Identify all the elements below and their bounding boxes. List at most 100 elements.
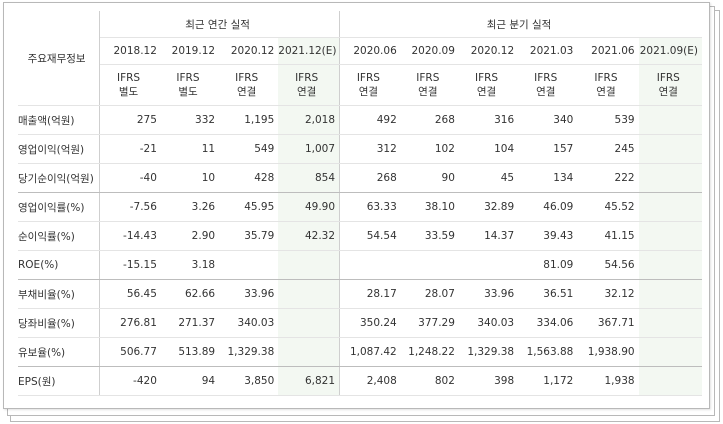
table-row: 영업이익(억원) -21 11 549 1,007 312 102 104 157 245 — [18, 134, 702, 164]
period-header: 2021.03 — [518, 37, 578, 65]
accounting-standard-header: IFRS 연결 — [339, 64, 401, 106]
value-cell: 54.56 — [577, 250, 639, 280]
period-header: 2020.06 — [339, 37, 401, 65]
value-cell: 340 — [518, 105, 578, 135]
value-cell: 3,850 — [219, 366, 279, 396]
value-cell: 32.12 — [577, 279, 639, 309]
value-cell — [400, 250, 459, 280]
row-label: 유보율(%) — [18, 337, 101, 367]
value-cell: 802 — [400, 366, 459, 396]
value-cell: 11 — [160, 134, 220, 164]
value-cell — [638, 105, 702, 135]
accounting-standard-header: IFRS 연결 — [577, 64, 639, 106]
value-cell: 513.89 — [160, 337, 220, 367]
period-header: 2020.09 — [400, 37, 459, 65]
accounting-standard-header: IFRS 연결 — [518, 64, 578, 106]
value-cell: 332 — [160, 105, 220, 135]
value-cell: 49.90 — [278, 192, 341, 222]
value-cell — [638, 250, 702, 280]
value-cell — [638, 221, 702, 251]
value-cell — [278, 279, 341, 309]
value-cell: 134 — [518, 163, 578, 193]
value-cell — [638, 308, 702, 338]
accounting-standard-header: IFRS 연결 — [278, 64, 341, 106]
table-row: 당좌비율(%) 276.81 271.37 340.03 350.24 377.29 340… — [18, 308, 702, 338]
value-cell: 81.09 — [518, 250, 578, 280]
ifrs-label: IFRS — [416, 72, 440, 84]
value-cell: 271.37 — [160, 308, 220, 338]
value-cell: 102 — [400, 134, 459, 164]
row-label: 부채비율(%) — [18, 279, 101, 309]
value-cell: 539 — [577, 105, 639, 135]
value-cell: 33.96 — [458, 279, 519, 309]
value-cell: 1,329.38 — [458, 337, 519, 367]
value-cell: 222 — [577, 163, 639, 193]
value-cell: -14.43 — [99, 221, 161, 251]
value-cell: -40 — [99, 163, 161, 193]
consolidation-type: 연결 — [296, 86, 317, 98]
value-cell: 428 — [219, 163, 279, 193]
value-cell: 28.17 — [339, 279, 401, 309]
accounting-standard-header: IFRS 별도 — [99, 64, 161, 106]
ifrs-label: IFRS — [594, 72, 618, 84]
value-cell: 367.71 — [577, 308, 639, 338]
value-cell: 350.24 — [339, 308, 401, 338]
consolidation-type: 연결 — [658, 86, 678, 98]
row-label: 매출액(억원) — [18, 105, 101, 135]
value-cell: 3.18 — [160, 250, 220, 280]
value-cell: 36.51 — [518, 279, 578, 309]
accounting-standard-header: IFRS 연결 — [458, 64, 519, 106]
value-cell: 63.33 — [339, 192, 401, 222]
quarterly-group-header: 최근 분기 실적 — [339, 11, 702, 38]
value-cell: 377.29 — [400, 308, 459, 338]
value-cell: 340.03 — [458, 308, 519, 338]
value-cell: -7.56 — [99, 192, 161, 222]
table-row: 순이익률(%) -14.43 2.90 35.79 42.32 54.54 33.59 14.… — [18, 221, 702, 251]
value-cell: 312 — [339, 134, 401, 164]
value-cell: 1,195 — [219, 105, 279, 135]
period-header: 2021.12(E) — [278, 37, 341, 65]
accounting-standard-header: IFRS 연결 — [219, 64, 279, 106]
ifrs-label: IFRS — [295, 72, 319, 84]
consolidation-type: 연결 — [596, 86, 616, 98]
value-cell: 398 — [458, 366, 519, 396]
table-row: ROE(%) -15.15 3.18 81.09 54.56 — [18, 250, 702, 280]
ifrs-label: IFRS — [356, 72, 380, 84]
row-label: 당기순이익(억원) — [18, 163, 101, 193]
value-cell: 45.52 — [577, 192, 639, 222]
row-label: EPS(원) — [18, 366, 101, 396]
period-header: 2021.09(E) — [638, 37, 702, 65]
period-header: 2020.12 — [219, 37, 279, 65]
value-cell: 56.45 — [99, 279, 161, 309]
value-cell — [638, 337, 702, 367]
value-cell — [458, 250, 519, 280]
value-cell — [638, 192, 702, 222]
consolidation-type: 연결 — [418, 86, 438, 98]
value-cell: 340.03 — [219, 308, 279, 338]
row-label: ROE(%) — [18, 250, 101, 280]
annual-group-header: 최근 연간 실적 — [99, 11, 341, 38]
value-cell: 45.95 — [219, 192, 279, 222]
value-cell: 54.54 — [339, 221, 401, 251]
value-cell: -21 — [99, 134, 161, 164]
value-cell: 1,938.90 — [577, 337, 639, 367]
table-row: 매출액(억원) 275 332 1,195 2,018 492 268 316 340 539 — [18, 105, 702, 135]
consolidation-type: 별도 — [178, 86, 198, 98]
value-cell: 1,329.38 — [219, 337, 279, 367]
value-cell: 276.81 — [99, 308, 161, 338]
value-cell: 14.37 — [458, 221, 519, 251]
value-cell: 90 — [400, 163, 459, 193]
value-cell: 62.66 — [160, 279, 220, 309]
value-cell: 334.06 — [518, 308, 578, 338]
value-cell: 46.09 — [518, 192, 578, 222]
ifrs-label: IFRS — [474, 72, 499, 84]
row-label: 영업이익(억원) — [18, 134, 101, 164]
value-cell: 45 — [458, 163, 519, 193]
accounting-standard-header: IFRS 연결 — [400, 64, 459, 106]
value-cell: 32.89 — [458, 192, 519, 222]
consolidation-type: 별도 — [118, 86, 139, 98]
ifrs-label: IFRS — [116, 72, 141, 84]
value-cell: 28.07 — [400, 279, 459, 309]
value-cell: 104 — [458, 134, 519, 164]
value-cell: 1,007 — [278, 134, 341, 164]
